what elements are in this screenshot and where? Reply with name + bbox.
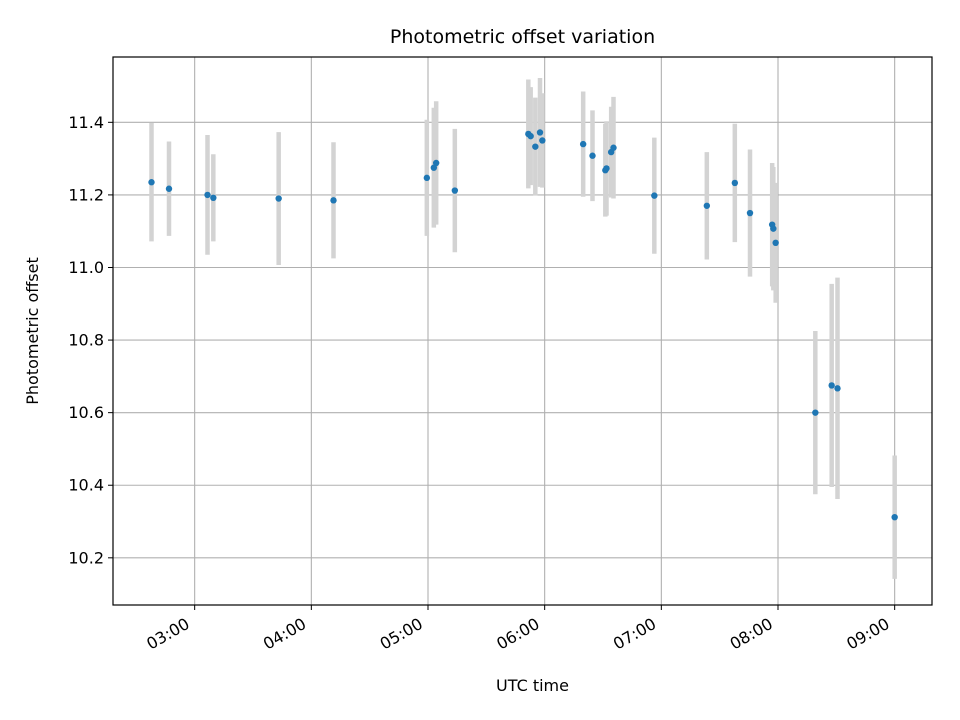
data-point <box>589 152 596 159</box>
data-point <box>532 143 539 150</box>
plot-frame <box>112 56 933 606</box>
data-point <box>430 164 438 171</box>
y-tick-label: 11.0 <box>68 258 104 277</box>
data-point <box>423 174 431 182</box>
data-point <box>536 129 544 136</box>
data-point <box>603 165 610 172</box>
data-point <box>579 140 587 148</box>
data-point <box>610 144 617 151</box>
data-point <box>330 197 337 204</box>
data-point <box>432 159 440 167</box>
y-tick-label: 10.6 <box>68 403 104 422</box>
y-axis-label: Photometric offset <box>23 257 42 405</box>
data-point <box>651 192 658 199</box>
data-point <box>148 179 155 186</box>
data-point <box>703 202 711 209</box>
data-point <box>165 185 173 192</box>
data-point <box>891 513 898 521</box>
data-point <box>451 187 459 194</box>
data-point <box>204 191 211 199</box>
y-tick-label: 10.8 <box>68 331 104 350</box>
data-point <box>834 385 841 392</box>
x-axis-label: UTC time <box>496 676 569 695</box>
data-point <box>812 409 819 416</box>
data-point <box>770 225 777 232</box>
chart-title: Photometric offset variation <box>390 26 655 48</box>
y-axis-ticks: 10.2 10.4 10.6 10.8 11.0 11.2 11.4 <box>68 113 113 567</box>
y-tick-label: 10.2 <box>68 548 104 567</box>
y-tick-label: 10.4 <box>68 476 104 495</box>
data-point <box>527 132 534 140</box>
data-point <box>746 209 754 217</box>
data-points <box>148 129 898 521</box>
data-point <box>275 195 282 202</box>
data-point <box>731 179 739 187</box>
y-tick-label: 11.4 <box>68 113 104 132</box>
data-point <box>828 382 835 389</box>
data-point <box>772 239 779 247</box>
data-point <box>210 194 217 202</box>
y-tick-label: 11.2 <box>68 185 104 204</box>
data-point <box>539 137 546 144</box>
